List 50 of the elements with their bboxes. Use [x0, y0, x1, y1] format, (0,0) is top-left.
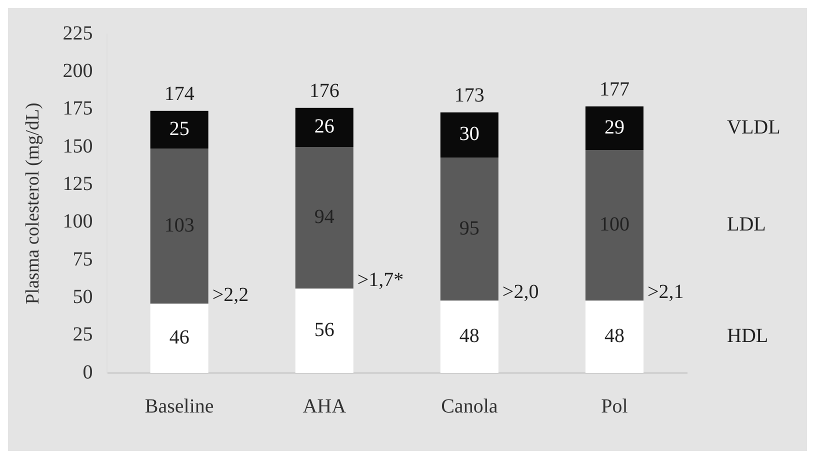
y-tick-label: 125 — [62, 172, 93, 195]
x-tick-label: Canola — [441, 395, 498, 418]
y-tick-label: 200 — [62, 60, 93, 82]
bar — [295, 108, 354, 147]
data-label: 46 — [169, 326, 190, 349]
y-tick-label: 0 — [82, 361, 93, 384]
annotation: >2,1 — [647, 280, 684, 303]
bar — [440, 112, 498, 158]
total-label: 177 — [599, 78, 630, 101]
bar — [585, 300, 644, 373]
total-label: 173 — [454, 84, 484, 107]
bar — [150, 304, 208, 373]
data-label: 56 — [314, 319, 334, 342]
y-tick-label: 175 — [62, 98, 93, 120]
data-label: 26 — [314, 116, 334, 138]
annotation: >2,2 — [212, 284, 249, 306]
y-tick-label: 25 — [72, 324, 93, 346]
annotation: >1,7* — [357, 268, 404, 291]
data-label: 100 — [599, 214, 630, 236]
data-label: 25 — [169, 118, 190, 140]
x-tick-label: Baseline — [144, 395, 214, 418]
text: VLDL — [727, 116, 780, 138]
bar — [585, 150, 644, 301]
bar — [585, 106, 644, 150]
bar — [150, 110, 208, 149]
data-label: 30 — [459, 123, 480, 146]
data-label: 95 — [459, 217, 480, 240]
text: HDL — [727, 325, 768, 348]
total-label: 176 — [309, 80, 340, 102]
y-tick-label: 75 — [72, 248, 93, 270]
x-tick-label: AHA — [302, 395, 347, 418]
bar — [440, 300, 498, 373]
bar — [295, 288, 354, 373]
y-axis-title: Plasma colesterol (mg/dL) — [22, 102, 44, 304]
y-tick-label: 100 — [62, 210, 93, 233]
x-tick-label: Pol — [601, 395, 628, 418]
text: LDL — [727, 214, 766, 236]
annotation: >2,0 — [502, 280, 539, 303]
y-tick-label: 150 — [62, 135, 93, 158]
bar — [295, 147, 354, 289]
y-tick-label: 50 — [72, 286, 93, 308]
total-label: 174 — [164, 83, 194, 106]
y-tick-label: 225 — [62, 22, 93, 44]
data-label: 103 — [164, 214, 194, 236]
bar — [440, 158, 498, 301]
bar — [150, 148, 208, 304]
data-label: 48 — [604, 325, 624, 348]
data-label: 48 — [459, 325, 480, 348]
data-label: 29 — [604, 116, 624, 138]
data-label: 94 — [314, 206, 334, 228]
